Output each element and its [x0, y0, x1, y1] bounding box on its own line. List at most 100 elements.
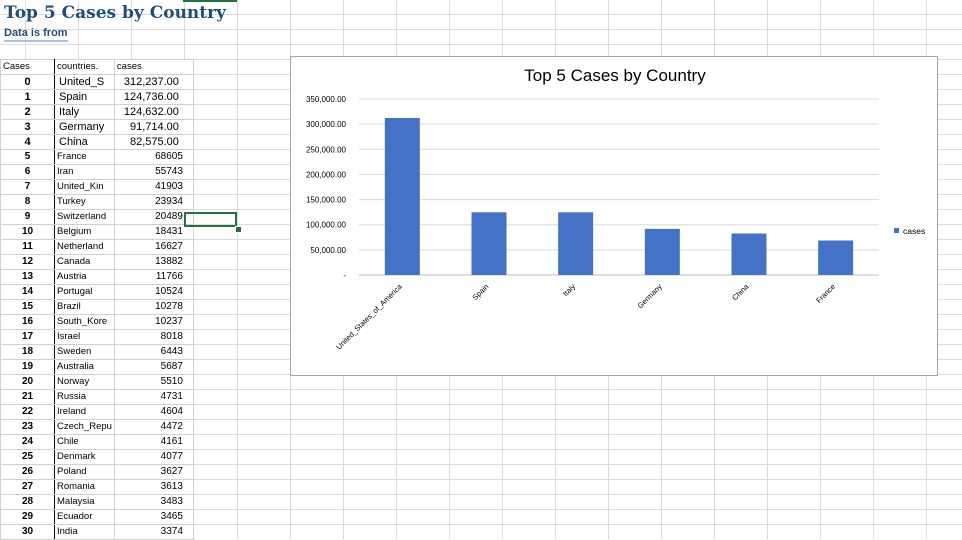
country-cell[interactable]: Iran	[54, 164, 115, 180]
country-cell[interactable]: Australia	[54, 359, 115, 375]
cases-cell[interactable]: 4161	[113, 434, 194, 450]
row-index-cell[interactable]: 12	[0, 254, 55, 270]
row-index-cell[interactable]: 1	[0, 89, 55, 105]
row-index-cell[interactable]: 18	[0, 344, 55, 360]
header-cell-country[interactable]: countries.	[54, 59, 115, 75]
country-cell[interactable]: Belgium	[54, 224, 115, 240]
chart[interactable]: Top 5 Cases by Country - 50,000.00 100,000.…	[290, 56, 938, 376]
cases-cell[interactable]: 91,714.00	[113, 119, 194, 135]
cases-cell[interactable]: 10237	[113, 314, 194, 330]
cases-cell[interactable]: 3613	[113, 479, 194, 495]
header-cell-cases[interactable]: cases	[113, 59, 194, 75]
cases-cell[interactable]: 6443	[113, 344, 194, 360]
row-index-cell[interactable]: 27	[0, 479, 55, 495]
cases-cell[interactable]: 3465	[113, 509, 194, 525]
country-cell[interactable]: United_S	[54, 74, 115, 90]
cases-cell[interactable]: 20489	[113, 209, 194, 225]
country-cell[interactable]: Denmark	[54, 449, 115, 465]
row-index-cell[interactable]: 26	[0, 464, 55, 480]
cases-cell[interactable]: 4077	[113, 449, 194, 465]
country-cell[interactable]: United_Kin	[54, 179, 115, 195]
row-index-cell[interactable]: 13	[0, 269, 55, 285]
cases-cell[interactable]: 5510	[113, 374, 194, 390]
row-index-cell[interactable]: 3	[0, 119, 55, 135]
row-index-cell[interactable]: 10	[0, 224, 55, 240]
row-index-cell[interactable]: 11	[0, 239, 55, 255]
cases-cell[interactable]: 16627	[113, 239, 194, 255]
row-index-cell[interactable]: 20	[0, 374, 55, 390]
country-cell[interactable]: Brazil	[54, 299, 115, 315]
cases-cell[interactable]: 41903	[113, 179, 194, 195]
fill-handle[interactable]	[235, 226, 242, 233]
cases-cell[interactable]: 10524	[113, 284, 194, 300]
row-index-cell[interactable]: 30	[0, 524, 55, 540]
country-cell[interactable]: Canada	[54, 254, 115, 270]
country-cell[interactable]: Italy	[54, 104, 115, 120]
cases-cell[interactable]: 55743	[113, 164, 194, 180]
cases-cell[interactable]: 68605	[113, 149, 194, 165]
cases-cell[interactable]: 3483	[113, 494, 194, 510]
row-index-cell[interactable]: 6	[0, 164, 55, 180]
country-cell[interactable]: Poland	[54, 464, 115, 480]
country-cell[interactable]: Switzerland	[54, 209, 115, 225]
country-cell[interactable]: South_Kore	[54, 314, 115, 330]
country-cell[interactable]: Ecuador	[54, 509, 115, 525]
row-index-cell[interactable]: 23	[0, 419, 55, 435]
country-cell[interactable]: Spain	[54, 89, 115, 105]
country-cell[interactable]: Czech_Repu	[54, 419, 115, 435]
country-cell[interactable]: Turkey	[54, 194, 115, 210]
country-cell[interactable]: Russia	[54, 389, 115, 405]
row-index-cell[interactable]: 16	[0, 314, 55, 330]
cases-cell[interactable]: 124,632.00	[113, 104, 194, 120]
row-index-cell[interactable]: 22	[0, 404, 55, 420]
row-index-cell[interactable]: 21	[0, 389, 55, 405]
country-cell[interactable]: Germany	[54, 119, 115, 135]
country-cell[interactable]: Chile	[54, 434, 115, 450]
row-index-cell[interactable]: 7	[0, 179, 55, 195]
cases-cell[interactable]: 10278	[113, 299, 194, 315]
active-cell[interactable]	[184, 212, 237, 227]
row-index-cell[interactable]: 28	[0, 494, 55, 510]
cases-cell[interactable]: 23934	[113, 194, 194, 210]
header-cell-index[interactable]: Cases	[0, 59, 55, 75]
row-index-cell[interactable]: 24	[0, 434, 55, 450]
cases-cell[interactable]: 312,237.00	[113, 74, 194, 90]
country-cell[interactable]: Norway	[54, 374, 115, 390]
sheet-title[interactable]: Top 5 Cases by Country	[4, 3, 226, 23]
country-cell[interactable]: China	[54, 134, 115, 150]
country-cell[interactable]: Romania	[54, 479, 115, 495]
cases-cell[interactable]: 8018	[113, 329, 194, 345]
country-cell[interactable]: Israel	[54, 329, 115, 345]
cases-cell[interactable]: 3627	[113, 464, 194, 480]
country-cell[interactable]: Portugal	[54, 284, 115, 300]
row-index-cell[interactable]: 15	[0, 299, 55, 315]
row-index-cell[interactable]: 4	[0, 134, 55, 150]
cases-cell[interactable]: 3374	[113, 524, 194, 540]
row-index-cell[interactable]: 5	[0, 149, 55, 165]
sheet-subtitle[interactable]: Data is from	[4, 27, 68, 42]
country-cell[interactable]: Sweden	[54, 344, 115, 360]
cases-cell[interactable]: 4731	[113, 389, 194, 405]
cases-cell[interactable]: 4472	[113, 419, 194, 435]
cases-cell[interactable]: 18431	[113, 224, 194, 240]
cases-cell[interactable]: 4604	[113, 404, 194, 420]
row-index-cell[interactable]: 8	[0, 194, 55, 210]
row-index-cell[interactable]: 14	[0, 284, 55, 300]
cases-cell[interactable]: 11766	[113, 269, 194, 285]
cases-cell[interactable]: 5687	[113, 359, 194, 375]
cases-cell[interactable]: 13882	[113, 254, 194, 270]
row-index-cell[interactable]: 29	[0, 509, 55, 525]
row-index-cell[interactable]: 0	[0, 74, 55, 90]
row-index-cell[interactable]: 2	[0, 104, 55, 120]
country-cell[interactable]: Netherland	[54, 239, 115, 255]
cases-cell[interactable]: 124,736.00	[113, 89, 194, 105]
row-index-cell[interactable]: 25	[0, 449, 55, 465]
country-cell[interactable]: India	[54, 524, 115, 540]
country-cell[interactable]: Ireland	[54, 404, 115, 420]
row-index-cell[interactable]: 19	[0, 359, 55, 375]
row-index-cell[interactable]: 17	[0, 329, 55, 345]
country-cell[interactable]: Austria	[54, 269, 115, 285]
country-cell[interactable]: Malaysia	[54, 494, 115, 510]
row-index-cell[interactable]: 9	[0, 209, 55, 225]
country-cell[interactable]: France	[54, 149, 115, 165]
